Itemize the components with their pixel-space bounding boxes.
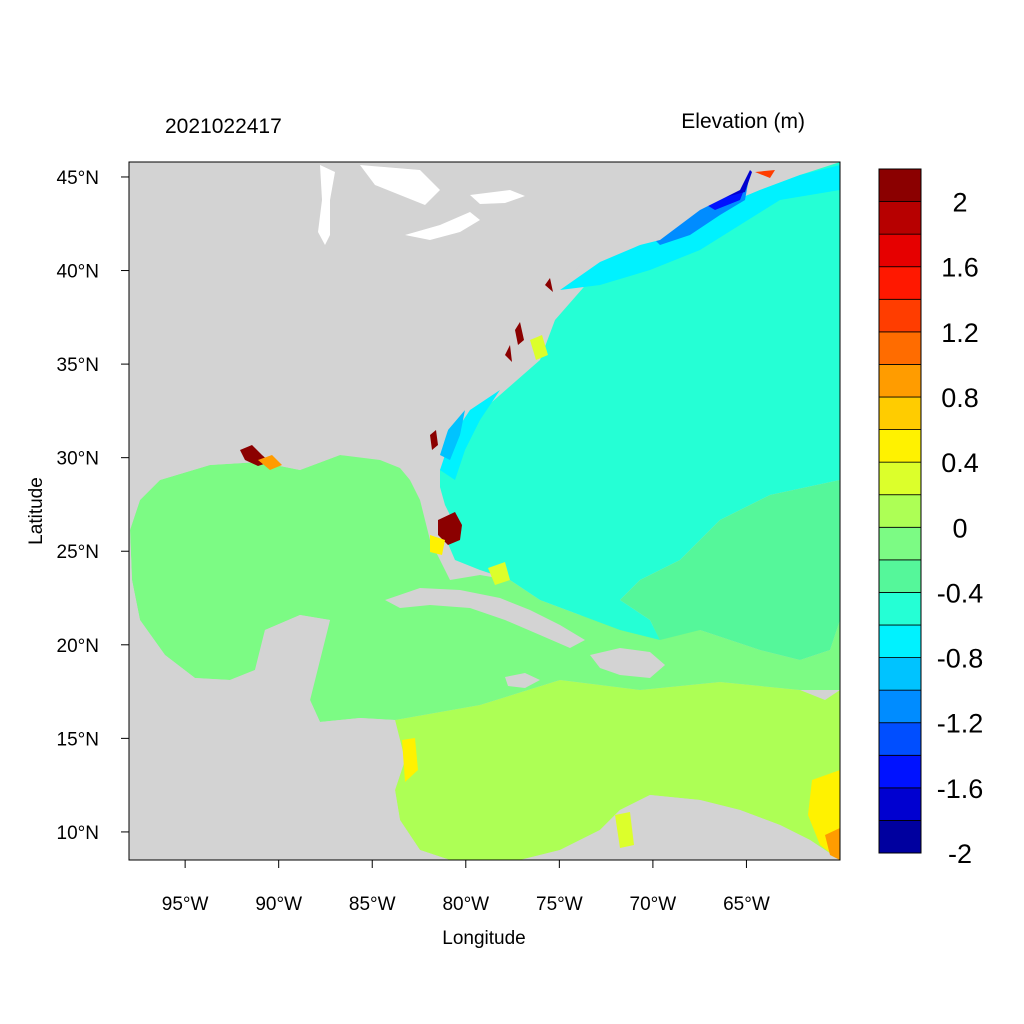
x-tick-label: 80°W <box>442 894 489 915</box>
colorbar-bin <box>878 689 922 724</box>
nova-scotia-orange <box>755 170 775 178</box>
colorbar-bin <box>878 787 922 821</box>
south-florida-surge <box>438 512 462 545</box>
y-tick-label: 15°N <box>57 729 99 750</box>
y-tick-label: 25°N <box>57 542 99 563</box>
x-tick-label: 85°W <box>349 894 396 915</box>
y-tick-label: 40°N <box>57 262 99 283</box>
colorbar-bin <box>878 820 922 854</box>
x-tick-label: 65°W <box>723 894 770 915</box>
mexico-central-america-land <box>129 500 450 860</box>
atlantic-ocean <box>440 162 840 640</box>
colorbar-label: 1.6 <box>941 253 979 283</box>
colorbar-bin <box>878 624 922 658</box>
honduras-yellow <box>402 738 418 782</box>
colorbar-bin <box>878 494 922 528</box>
venezuela-orange <box>825 828 840 860</box>
colorbar-bin <box>878 233 922 268</box>
colorbar-bin <box>878 526 922 561</box>
colorbar-label: -1.2 <box>937 709 984 739</box>
colorbar-bin <box>878 331 922 365</box>
y-tick-label: 45°N <box>57 168 99 189</box>
colorbar-label: -1.6 <box>937 774 984 804</box>
colorbar-bin <box>878 168 922 202</box>
x-axis-label: Longitude <box>442 928 525 949</box>
bahamas-yellow <box>488 562 510 585</box>
cuba-land <box>385 588 585 648</box>
colorbar-label: 0.8 <box>941 383 979 413</box>
map-frame <box>128 161 841 861</box>
gulf-of-mexico <box>130 455 840 722</box>
x-tick-label: 70°W <box>630 894 677 915</box>
y-tick-label: 10°N <box>57 823 99 844</box>
x-tick-label: 75°W <box>536 894 583 915</box>
colorbar-bin <box>878 754 922 789</box>
colorbar-bin <box>878 461 922 496</box>
colorbar: 2 1.6 1.2 0.8 0.4 0 -0.4 -0.8 -1.2 -1.6 -2 <box>878 168 984 869</box>
colorbar-bin <box>878 266 922 300</box>
hispaniola-land <box>590 648 665 678</box>
y-axis: 45°N 40°N 35°N 30°N 25°N 20°N 15°N 10°N <box>57 168 129 844</box>
great-lakes <box>318 165 525 245</box>
south-america-land <box>520 795 840 860</box>
variable-label: Elevation (m) <box>681 110 805 133</box>
cape-hatteras-yellow <box>530 335 548 360</box>
louisiana-orange <box>258 455 282 470</box>
colorbar-bin <box>878 201 922 235</box>
colorbar-bin <box>878 592 922 626</box>
colorbar-bin <box>878 396 922 430</box>
colorbar-label: 1.2 <box>941 318 979 348</box>
atlantic-southeast-band <box>620 480 840 660</box>
southern-caribbean-sea <box>395 680 840 860</box>
colorbar-bin <box>878 364 922 398</box>
timestamp-label: 2021022417 <box>165 115 282 138</box>
colorbar-label: 0.4 <box>941 448 979 478</box>
jamaica-land <box>505 673 540 688</box>
colorbar-label: -0.4 <box>937 578 984 608</box>
colorbar-bin <box>878 559 922 593</box>
x-tick-label: 90°W <box>255 894 302 915</box>
colorbar-bin <box>878 657 922 691</box>
colorbar-label: -2 <box>948 839 972 869</box>
se-shelf-blue <box>440 410 465 460</box>
colorbar-bin <box>878 298 922 333</box>
colorbar-bin <box>878 722 922 756</box>
map-area <box>129 162 840 860</box>
colorbar-bin <box>878 429 922 463</box>
x-axis: 95°W 90°W 85°W 80°W 75°W 70°W 65°W <box>162 860 770 915</box>
colorbar-label: 2 <box>952 188 967 218</box>
colorbar-label: 0 <box>952 513 967 543</box>
y-tick-label: 30°N <box>57 449 99 470</box>
colorbar-frame <box>878 168 922 854</box>
y-tick-label: 35°N <box>57 355 99 376</box>
colorbar-label: -0.8 <box>937 644 984 674</box>
y-tick-label: 20°N <box>57 636 99 657</box>
y-axis-label: Latitude <box>26 477 47 545</box>
se-shelf-cyan <box>440 390 500 480</box>
x-tick-label: 95°W <box>162 894 209 915</box>
maracaibo-yellow <box>615 812 634 848</box>
north-america-land <box>129 162 840 540</box>
florida-keys-yellow <box>430 535 445 555</box>
